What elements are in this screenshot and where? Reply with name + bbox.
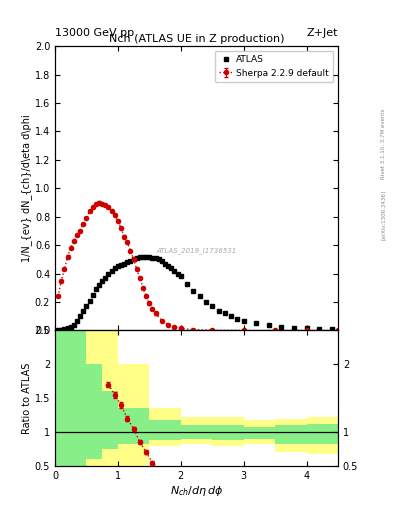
Y-axis label: Ratio to ATLAS: Ratio to ATLAS <box>22 362 32 434</box>
ATLAS <box>103 275 108 281</box>
Text: ATLAS_2019_I1736531: ATLAS_2019_I1736531 <box>156 247 237 254</box>
ATLAS <box>185 281 189 287</box>
ATLAS <box>56 327 61 333</box>
ATLAS <box>329 326 334 332</box>
Text: 13000 GeV pp: 13000 GeV pp <box>55 28 134 38</box>
Text: Rivet 3.1.10, 3.7M events: Rivet 3.1.10, 3.7M events <box>381 108 386 179</box>
ATLAS <box>178 273 183 280</box>
ATLAS <box>62 326 67 332</box>
X-axis label: $N_{ch}/d\eta\,d\phi$: $N_{ch}/d\eta\,d\phi$ <box>170 483 223 498</box>
ATLAS <box>138 253 142 260</box>
Text: Z+Jet: Z+Jet <box>307 28 338 38</box>
Y-axis label: 1/N_{ev} dN_{ch}/d\eta d\phi: 1/N_{ev} dN_{ch}/d\eta d\phi <box>21 114 32 262</box>
Line: ATLAS: ATLAS <box>56 254 334 332</box>
ATLAS <box>131 257 136 263</box>
Legend: ATLAS, Sherpa 2.2.9 default: ATLAS, Sherpa 2.2.9 default <box>215 51 334 82</box>
Title: Nch (ATLAS UE in Z production): Nch (ATLAS UE in Z production) <box>109 34 284 44</box>
ATLAS <box>65 325 70 331</box>
Text: [arXiv:1306.3436]: [arXiv:1306.3436] <box>381 190 386 240</box>
